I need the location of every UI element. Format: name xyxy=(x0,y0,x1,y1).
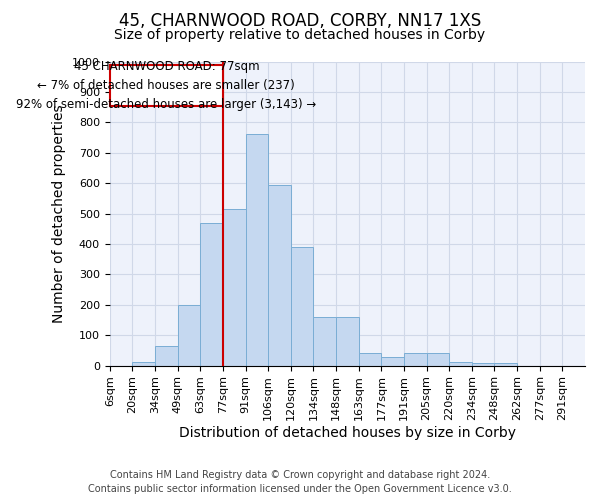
Bar xyxy=(268,184,291,366)
FancyBboxPatch shape xyxy=(110,64,223,106)
Bar xyxy=(291,247,313,366)
Bar xyxy=(472,364,494,366)
Bar xyxy=(336,317,359,366)
Text: Contains HM Land Registry data © Crown copyright and database right 2024.
Contai: Contains HM Land Registry data © Crown c… xyxy=(88,470,512,494)
Text: 45 CHARNWOOD ROAD: 77sqm
← 7% of detached houses are smaller (237)
92% of semi-d: 45 CHARNWOOD ROAD: 77sqm ← 7% of detache… xyxy=(16,60,316,110)
Bar xyxy=(359,354,382,366)
Bar xyxy=(245,134,268,366)
Y-axis label: Number of detached properties: Number of detached properties xyxy=(52,104,67,323)
Bar xyxy=(155,346,178,366)
Bar xyxy=(133,362,155,366)
Bar xyxy=(178,305,200,366)
Bar xyxy=(449,362,472,366)
Bar xyxy=(382,357,404,366)
Text: Size of property relative to detached houses in Corby: Size of property relative to detached ho… xyxy=(115,28,485,42)
Bar xyxy=(200,222,223,366)
Bar xyxy=(313,317,336,366)
Bar xyxy=(223,209,245,366)
Bar xyxy=(427,352,449,366)
Bar xyxy=(404,352,427,366)
X-axis label: Distribution of detached houses by size in Corby: Distribution of detached houses by size … xyxy=(179,426,516,440)
Text: 45, CHARNWOOD ROAD, CORBY, NN17 1XS: 45, CHARNWOOD ROAD, CORBY, NN17 1XS xyxy=(119,12,481,30)
Bar xyxy=(494,364,517,366)
